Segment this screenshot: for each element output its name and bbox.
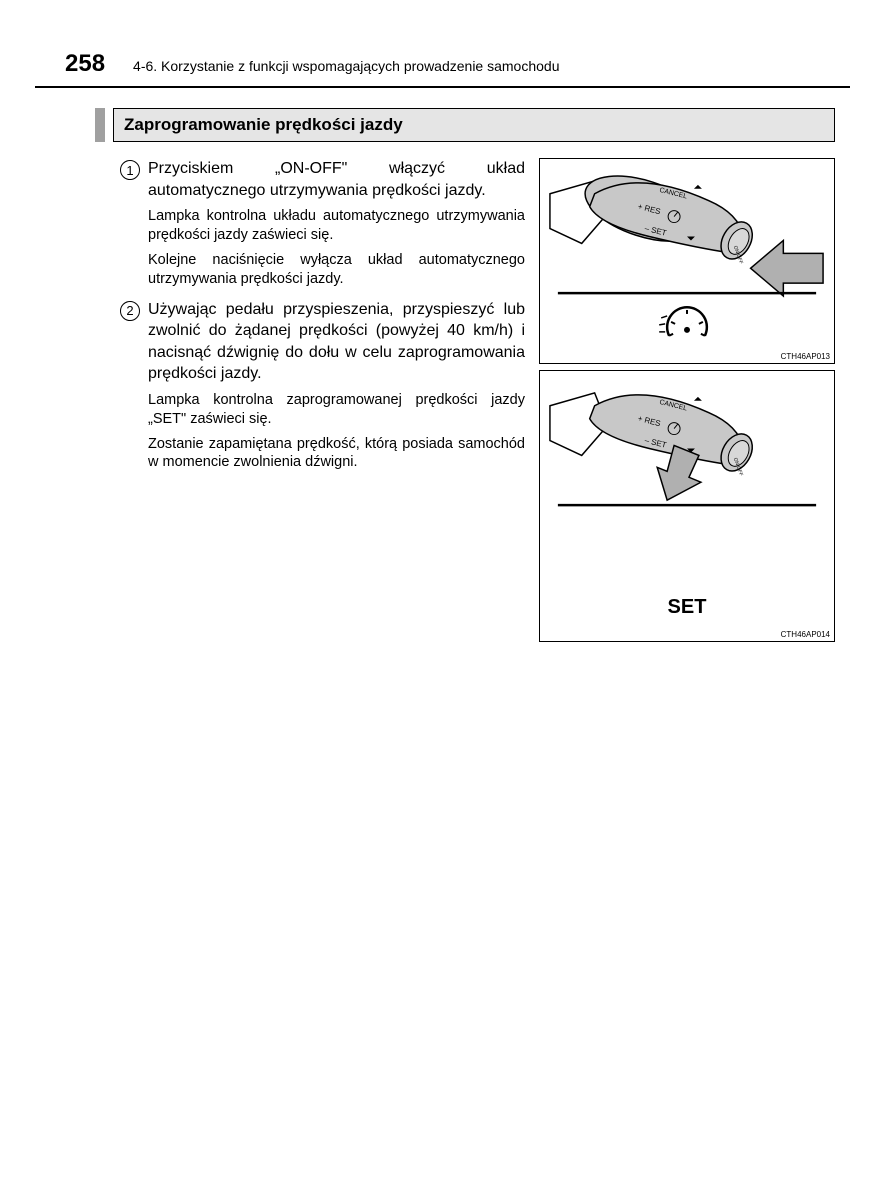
figure-2-caption: CTH46AP014 [781,630,830,639]
figure-2: CANCEL + RES – SET ON·OFF SET CTH46AP014 [539,370,835,643]
step-1-main: Przyciskiem „ON-OFF" włączyć układ autom… [148,158,525,201]
step-2-sub-a: Lampka kontrolna zaprogramowanej prędkoś… [148,391,525,429]
step-1: 1 Przyciskiem „ON-OFF" włączyć układ aut… [120,158,525,295]
step-1-sub-b: Kolejne naciśnięcie wyłącza układ automa… [148,251,525,289]
arrow-icon [751,240,824,296]
section-title-bar: Zaprogramowanie prędkości jazdy [95,108,835,142]
section-title: Zaprogramowanie prędkości jazdy [113,108,835,142]
figure-1: CANCEL + RES – SET ON·OFF [539,158,835,364]
image-column: CANCEL + RES – SET ON·OFF [539,158,835,648]
step-marker-2: 2 [120,301,140,321]
step-2-sub-b: Zostanie zapamiętana prędkość, którą pos… [148,435,525,473]
title-accent [95,108,105,142]
step-marker-1: 1 [120,160,140,180]
step-2-main: Używając pedału przyspieszenia, przyspie… [148,299,525,385]
lever-icon: CANCEL + RES – SET ON·OFF [577,163,759,265]
page-number: 258 [65,50,105,78]
step-2: 2 Używając pedału przyspieszenia, przysp… [120,299,525,479]
figure-1-caption: CTH46AP013 [781,352,830,361]
set-indicator-text: SET [540,596,834,619]
header-rule [35,86,850,88]
cruise-lever-onoff-illustration: CANCEL + RES – SET ON·OFF [540,159,834,363]
step-1-sub-a: Lampka kontrolna układu automatycznego u… [148,207,525,245]
breadcrumb: 4-6. Korzystanie z funkcji wspomagającyc… [133,58,559,74]
text-column: 1 Przyciskiem „ON-OFF" włączyć układ aut… [120,158,525,648]
arrow-down-icon [657,445,701,500]
cruise-lever-set-illustration: CANCEL + RES – SET ON·OFF [540,371,834,575]
cruise-gauge-icon [659,307,707,336]
